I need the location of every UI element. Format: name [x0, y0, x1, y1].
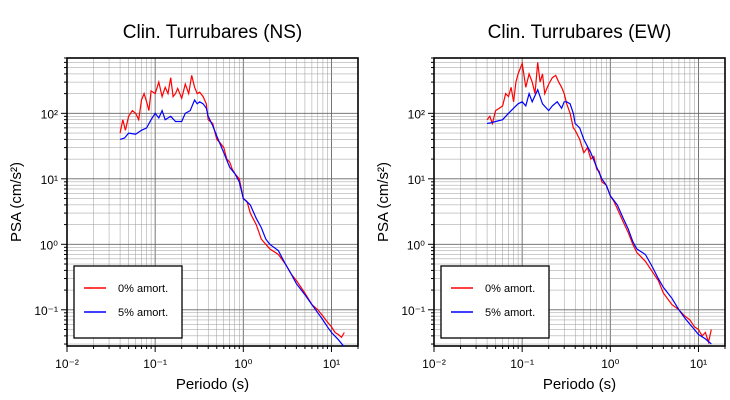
y-tick-label: 10⁻¹ — [401, 304, 425, 318]
legend-label: 0% amort. — [118, 283, 168, 295]
y-axis-label: PSA (cm/s²) — [375, 162, 392, 242]
plot-frame — [433, 57, 726, 347]
x-axis-label: Periodo (s) — [543, 376, 616, 393]
x-tick-label: 10⁻¹ — [510, 357, 534, 371]
chart-title: Clin. Turrubares (EW) — [488, 22, 672, 43]
series-line-undamped — [119, 75, 345, 339]
legend-box — [73, 265, 183, 339]
x-tick-label: 10⁰ — [234, 357, 252, 371]
y-tick-label: 10² — [41, 107, 58, 121]
y-tick-label: 10⁻¹ — [34, 304, 58, 318]
plot-frame — [66, 57, 359, 347]
chart-panel-ns: 10⁻² 10⁻¹ 10⁰ 10¹ 10⁻¹ 10⁰ 10¹ 10² 0% amort. 5% a… — [8, 22, 359, 393]
x-tick-label: 10⁻¹ — [143, 357, 167, 371]
chart-panel-ew: 10⁻² 10⁻¹ 10⁰ 10¹ 10⁻¹ 10⁰ 10¹ 10² 0% amort. 5% a… — [375, 22, 726, 393]
y-tick-label: 10¹ — [408, 173, 425, 187]
x-tick-label: 10¹ — [323, 357, 340, 371]
series-line-damped — [486, 88, 712, 345]
chart-title: Clin. Turrubares (NS) — [123, 22, 303, 43]
legend-box — [440, 265, 550, 339]
x-axis-label: Periodo (s) — [176, 376, 249, 393]
x-tick-label: 10¹ — [690, 357, 707, 371]
x-tick-label: 10⁻² — [422, 357, 446, 371]
x-tick-label: 10⁰ — [601, 357, 619, 371]
x-tick-label: 10⁻² — [55, 357, 79, 371]
y-tick-label: 10¹ — [41, 173, 58, 187]
y-axis-label: PSA (cm/s²) — [8, 162, 25, 242]
series-line-undamped — [486, 60, 712, 345]
y-tick-label: 10⁰ — [407, 238, 425, 252]
legend-label: 0% amort. — [485, 283, 535, 295]
y-tick-label: 10⁰ — [40, 238, 58, 252]
y-tick-label: 10² — [408, 107, 425, 121]
legend-label: 5% amort. — [485, 307, 535, 319]
series-line-damped — [119, 98, 345, 346]
legend-label: 5% amort. — [118, 307, 168, 319]
